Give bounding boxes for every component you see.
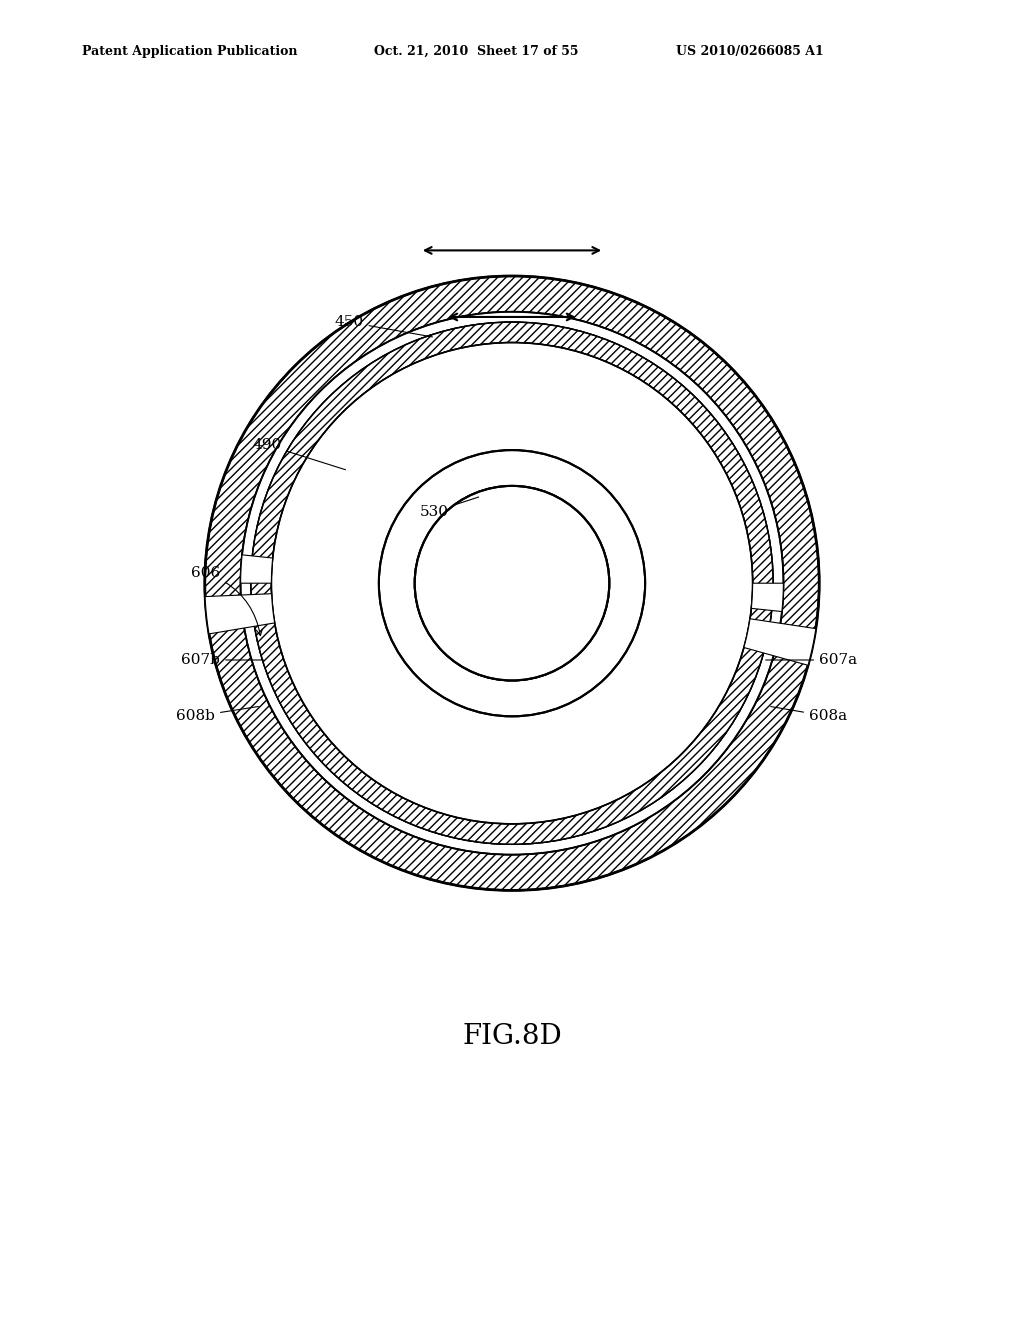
Polygon shape: [241, 554, 272, 583]
Text: 606: 606: [190, 566, 262, 635]
Text: 490: 490: [252, 438, 345, 470]
Text: 608a: 608a: [771, 706, 847, 723]
Text: 607b: 607b: [181, 653, 263, 667]
Polygon shape: [205, 594, 274, 634]
Text: 607a: 607a: [766, 653, 857, 667]
Text: Patent Application Publication: Patent Application Publication: [82, 45, 297, 58]
Text: 530: 530: [420, 498, 478, 519]
Polygon shape: [752, 583, 783, 611]
Polygon shape: [743, 619, 816, 665]
Circle shape: [415, 486, 609, 681]
Text: US 2010/0266085 A1: US 2010/0266085 A1: [676, 45, 823, 58]
Circle shape: [271, 343, 753, 824]
Text: 608b: 608b: [176, 706, 258, 723]
Text: 450: 450: [335, 315, 432, 337]
Text: Oct. 21, 2010  Sheet 17 of 55: Oct. 21, 2010 Sheet 17 of 55: [374, 45, 579, 58]
Text: FIG.8D: FIG.8D: [462, 1023, 562, 1049]
